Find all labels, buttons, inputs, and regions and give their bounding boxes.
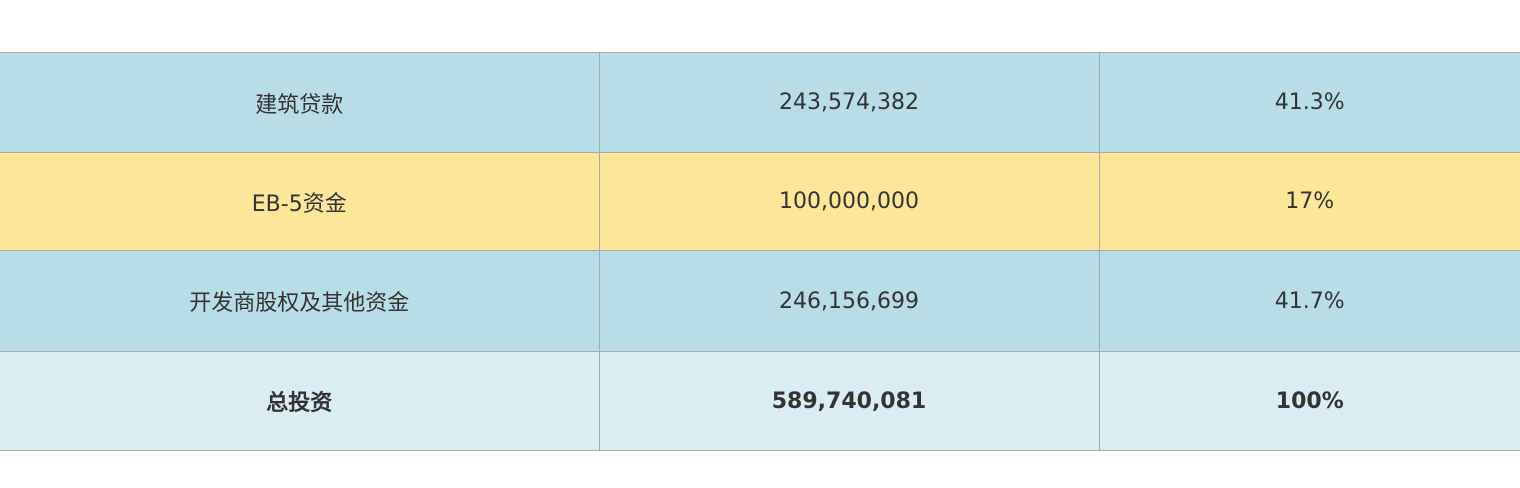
amount-cell: 100,000,000 xyxy=(598,152,1100,251)
table-row: 开发商股权及其他资金 246,156,699 41.7% xyxy=(0,250,1520,352)
source-label: 建筑贷款 xyxy=(255,92,344,118)
source-cell: 建筑贷款 xyxy=(0,52,600,153)
percent-cell: 41.7% xyxy=(1098,250,1520,352)
percent-value: 41.7% xyxy=(1274,288,1345,314)
source-label: EB-5资金 xyxy=(251,191,347,217)
table-row: 建筑贷款 243,574,382 41.3% xyxy=(0,52,1520,153)
percent-cell: 41.3% xyxy=(1098,52,1520,153)
total-percent-cell: 100% xyxy=(1098,351,1520,451)
source-label: 开发商股权及其他资金 xyxy=(189,291,410,316)
total-amount-value: 589,740,081 xyxy=(771,388,927,414)
percent-value: 17% xyxy=(1285,189,1335,214)
funding-table-container: 建筑贷款 243,574,382 41.3% EB-5资金 100,000,00… xyxy=(0,52,1520,451)
percent-cell: 17% xyxy=(1098,152,1520,251)
source-cell: EB-5资金 xyxy=(0,152,600,251)
source-cell: 开发商股权及其他资金 xyxy=(0,250,600,352)
total-label-cell: 总投资 xyxy=(0,351,600,451)
amount-cell: 246,156,699 xyxy=(598,250,1100,352)
total-row: 总投资 589,740,081 100% xyxy=(0,351,1520,451)
percent-value: 41.3% xyxy=(1274,90,1345,115)
amount-value: 100,000,000 xyxy=(779,189,919,214)
amount-cell: 243,574,382 xyxy=(598,52,1100,153)
table-row: EB-5资金 100,000,000 17% xyxy=(0,152,1520,251)
amount-value: 243,574,382 xyxy=(779,90,919,115)
total-label: 总投资 xyxy=(266,391,333,416)
total-amount-cell: 589,740,081 xyxy=(598,351,1100,451)
funding-structure-table: 建筑贷款 243,574,382 41.3% EB-5资金 100,000,00… xyxy=(0,52,1520,451)
amount-value: 246,156,699 xyxy=(779,288,919,314)
total-percent-value: 100% xyxy=(1275,388,1344,414)
